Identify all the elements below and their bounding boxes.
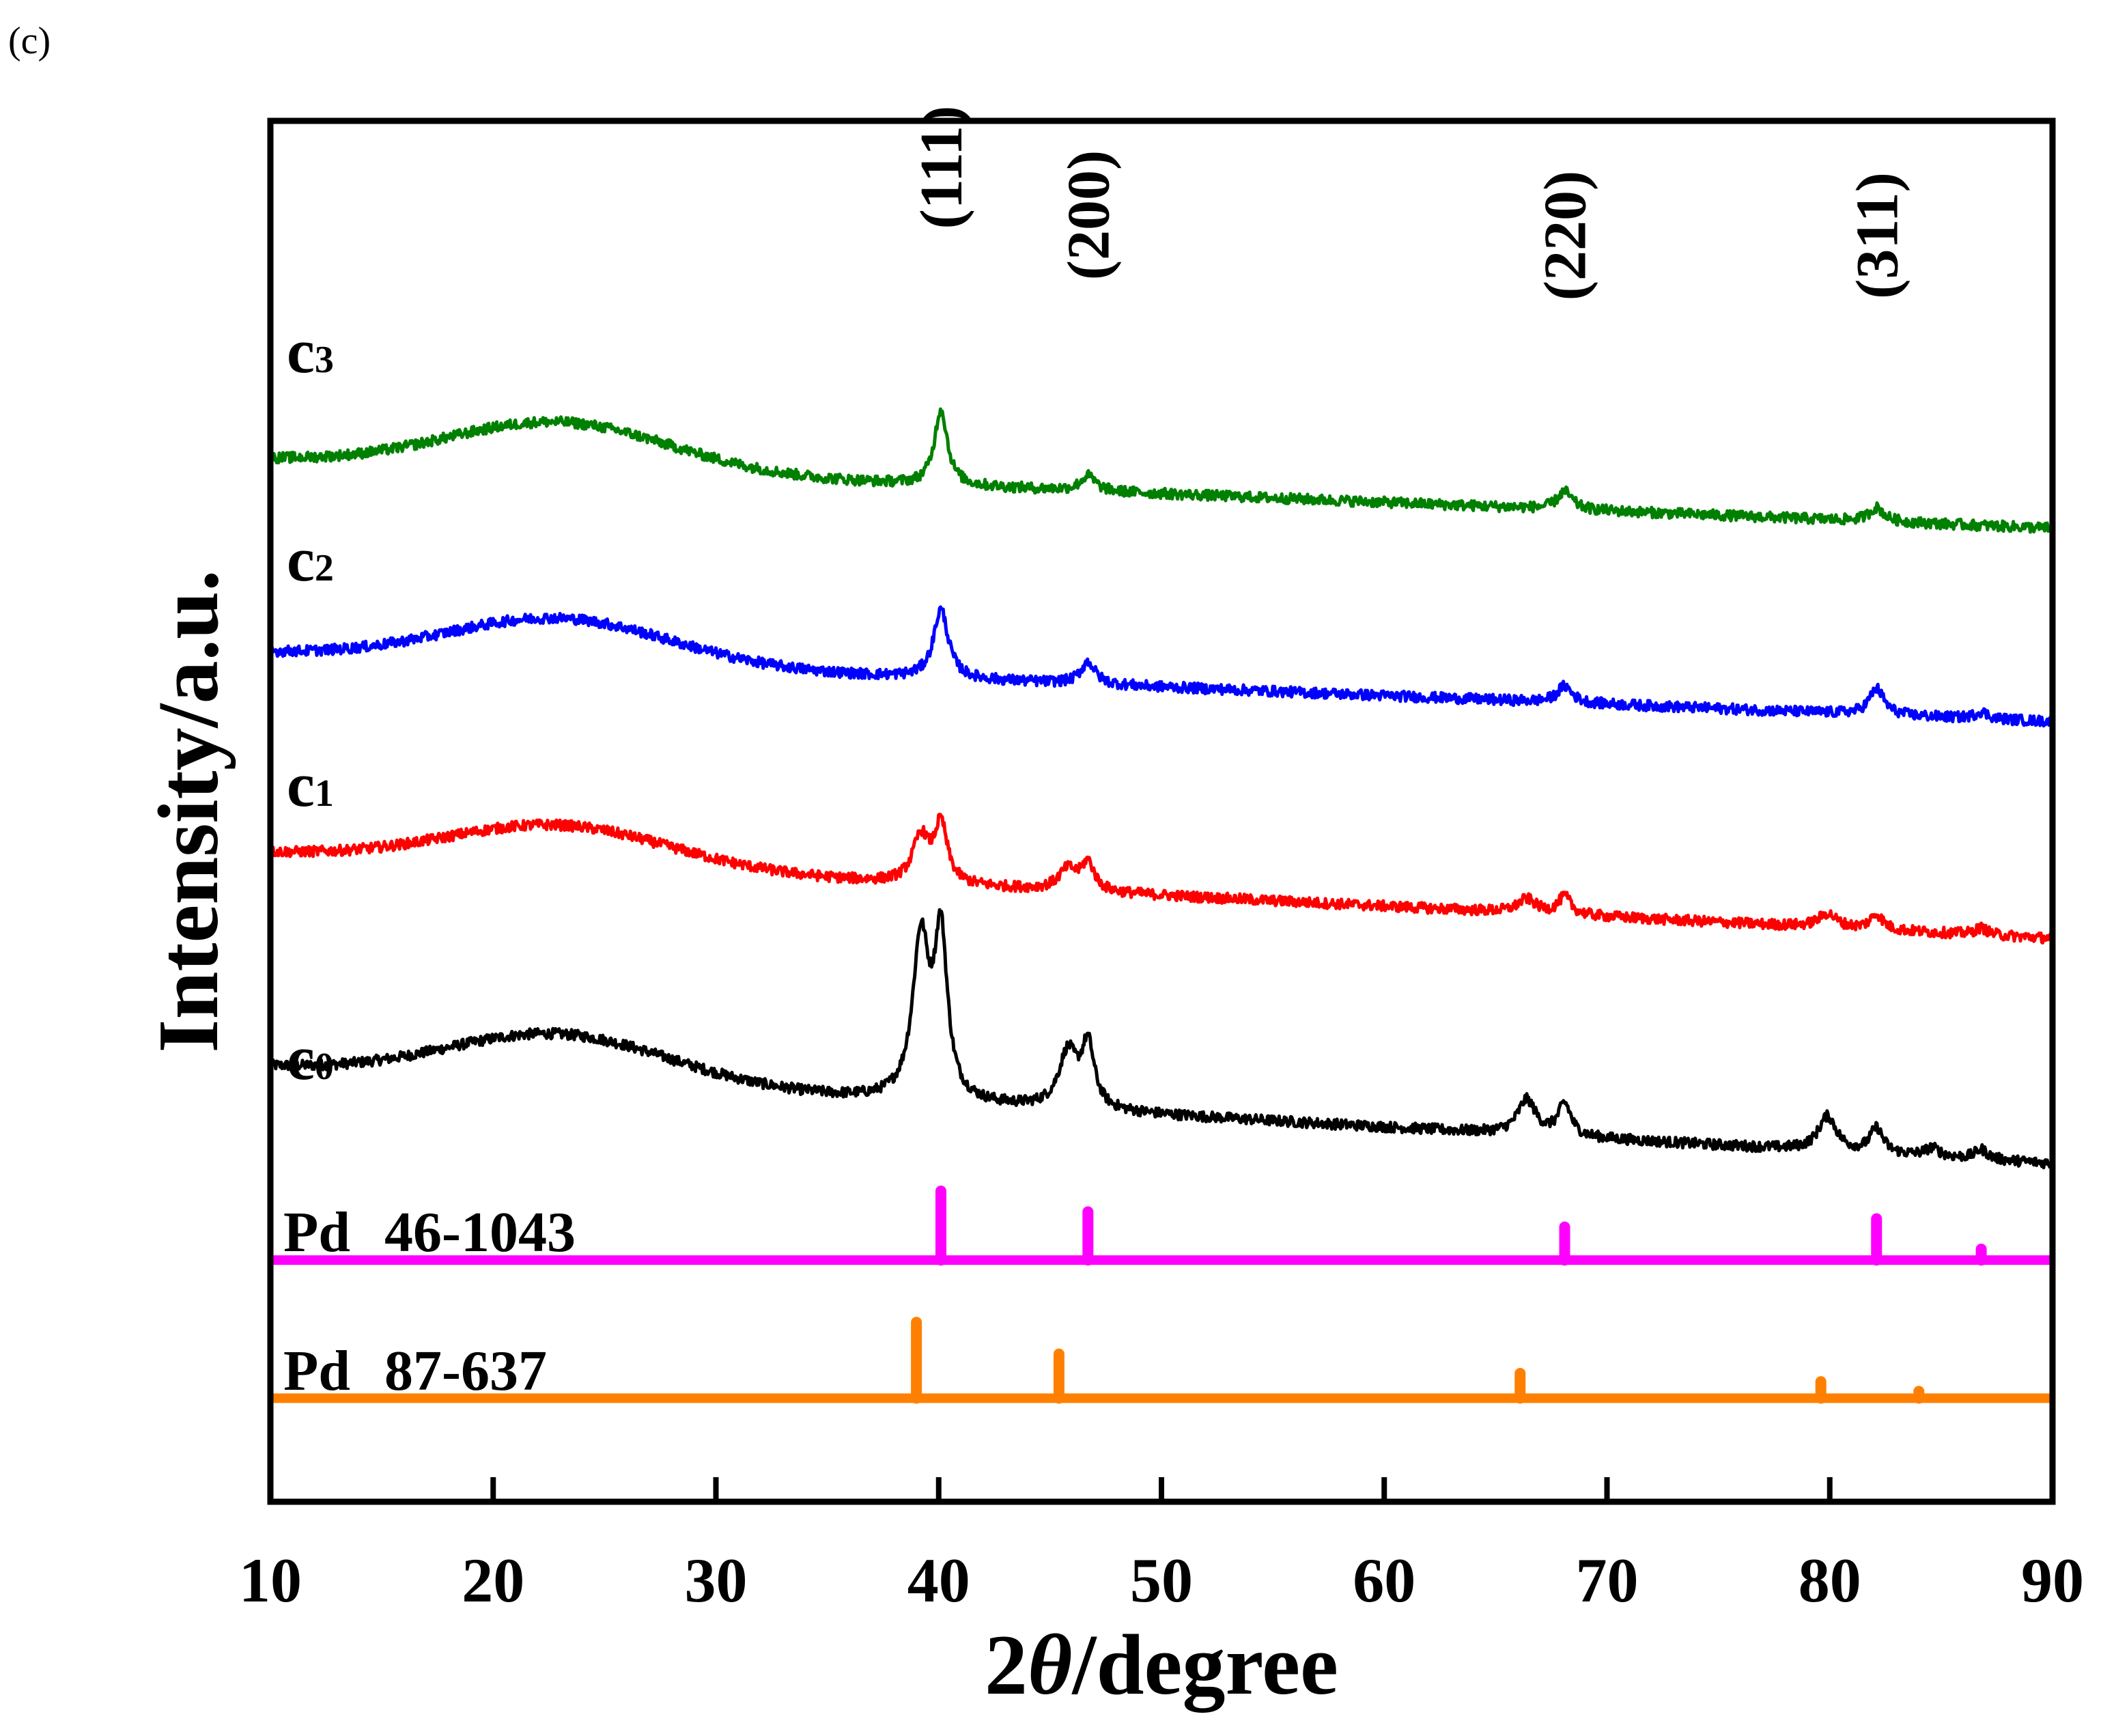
x-tick-label-60: 60 [1353,1545,1415,1615]
peak-annotation-2: (200) [1056,150,1122,281]
reference-label-card-1: 46-1043 [384,1201,576,1264]
series-label-main-c0: c [287,1023,315,1093]
reference-patterns [270,1186,2053,1404]
x-axis-title: 2θ/degree [985,1618,1338,1713]
series-label-sub-c1: 1 [315,772,334,815]
x-tick-label-80: 80 [1799,1545,1861,1615]
x-tick-label-70: 70 [1576,1545,1639,1615]
reference-label-1: Pd 46-1043 [283,1201,576,1264]
reference-label-name-1: Pd [283,1201,350,1264]
plot-frame [267,117,2056,1505]
x-tick-label-50: 50 [1130,1545,1193,1615]
series-label-sub-c0: 0 [315,1046,334,1088]
series-label-sub-c2: 2 [315,547,334,589]
series-label-main-c3: c [287,316,315,386]
x-axis-title-prefix: 2 [985,1618,1028,1713]
peak-annotation-3: (220) [1533,171,1599,301]
x-axis-title-suffix: /degree [1071,1618,1338,1713]
peak-annotation-4: (311) [1844,172,1910,299]
series-label-main-c1: c [287,750,315,820]
series-label-c2: c2 [287,524,334,594]
x-tick-label-90: 90 [2021,1545,2084,1615]
series-traces [268,407,2055,1170]
x-tick-label-20: 20 [462,1545,524,1615]
x-tick-label-30: 30 [685,1545,748,1615]
series-line-c2 [268,605,2055,728]
series-label-c3: c3 [287,316,334,386]
series-label-c0: c0 [287,1023,334,1093]
series-label-sub-c3: 3 [315,339,334,381]
panel-label: (c) [8,20,51,62]
x-tick-label-40: 40 [907,1545,970,1615]
x-axis-title-theta: θ [1028,1618,1072,1713]
series-line-c1 [269,813,2055,945]
series-line-c3 [268,407,2055,534]
series-label-c1: c1 [287,750,334,820]
reference-labels: Pd 46-1043 Pd 87-637 [283,1201,576,1403]
peak-annotation-1: (111) [909,106,975,229]
reference-label-name-2: Pd [283,1339,350,1403]
x-tick-label-10: 10 [239,1545,302,1615]
series-label-main-c2: c [287,524,315,594]
x-axis-ticks: 10 20 30 40 50 60 70 80 90 [239,1477,2084,1615]
series-line-c0 [268,908,2055,1170]
peak-annotations: (111) (200) (220) (311) [909,106,1910,301]
reference-label-2: Pd 87-637 [283,1339,547,1403]
reference-label-card-2: 87-637 [384,1339,547,1403]
y-axis-title: Intensity/a.u. [141,570,236,1052]
